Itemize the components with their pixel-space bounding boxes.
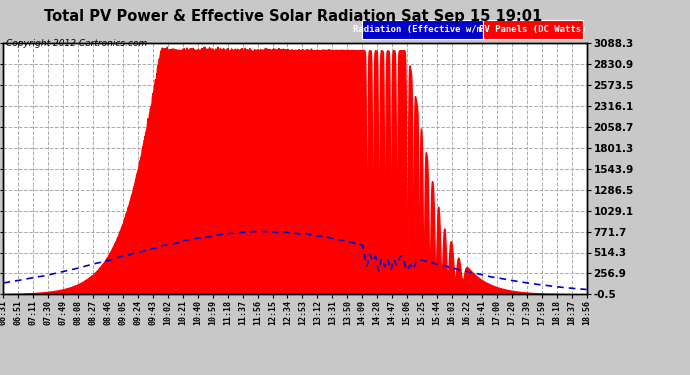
Text: Radiation (Effective w/m2): Radiation (Effective w/m2) (353, 25, 493, 34)
Text: Copyright 2012 Cartronics.com: Copyright 2012 Cartronics.com (6, 39, 147, 48)
Text: PV Panels (DC Watts): PV Panels (DC Watts) (480, 25, 586, 34)
Text: Total PV Power & Effective Solar Radiation Sat Sep 15 19:01: Total PV Power & Effective Solar Radiati… (44, 9, 542, 24)
